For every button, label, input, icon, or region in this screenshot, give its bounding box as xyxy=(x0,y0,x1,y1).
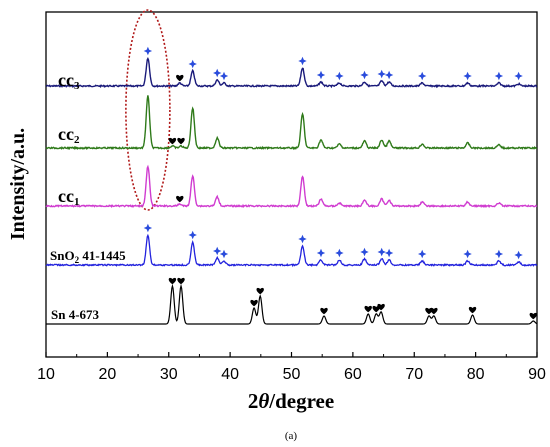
diamond-marker xyxy=(360,247,369,257)
diamond-marker xyxy=(219,249,229,259)
series-line-cc3 xyxy=(45,56,538,89)
heart-marker xyxy=(177,137,185,145)
x-tick-label: 70 xyxy=(405,366,423,383)
series-label-sub: 2 xyxy=(75,255,80,265)
diamond-marker xyxy=(316,70,326,80)
x-tick-label: 80 xyxy=(467,366,485,383)
x-tick-label: 30 xyxy=(160,366,178,383)
series-line-sno2 xyxy=(45,233,538,268)
x-tick-label: 10 xyxy=(37,366,55,383)
series-label-cc1: cc1 xyxy=(58,186,79,208)
heart-marker xyxy=(320,307,328,315)
diamond-marker xyxy=(418,249,427,259)
series-line-cc1 xyxy=(45,164,538,209)
diamond-marker xyxy=(514,71,523,81)
y-axis-title: Intensity/a.u. xyxy=(7,128,29,240)
series-label-main: cc xyxy=(58,70,74,90)
diamond-marker xyxy=(384,248,394,258)
x-tick-label: 90 xyxy=(528,366,546,383)
diamond-marker xyxy=(219,71,229,81)
x-axis-title-prefix: 2 xyxy=(248,389,259,413)
diamond-marker xyxy=(514,250,523,260)
x-tick-label: 40 xyxy=(221,366,239,383)
series-label-sub: 2 xyxy=(74,134,80,146)
diamond-marker xyxy=(494,249,504,259)
heart-marker xyxy=(168,137,177,145)
series-label-main: Sn 4-673 xyxy=(51,307,100,322)
heart-marker xyxy=(176,74,184,82)
diamond-marker xyxy=(188,230,197,240)
diamond-marker xyxy=(335,248,344,258)
x-tick-label: 20 xyxy=(98,366,116,383)
series-label-main: cc xyxy=(58,186,74,206)
x-axis-ticks: 10 20 30 40 50 60 70 80 90 xyxy=(37,352,546,383)
series-label-main: SnO xyxy=(50,248,75,263)
heart-marker xyxy=(430,307,438,315)
series-label-sn: Sn 4-673 xyxy=(51,307,100,322)
diamond-marker xyxy=(213,246,222,256)
diamond-marker xyxy=(377,69,386,79)
highlight-ellipse xyxy=(125,9,171,211)
diamond-marker xyxy=(298,56,307,66)
x-axis-title-suffix: /degree xyxy=(268,389,334,413)
x-axis-title-theta: θ xyxy=(258,389,269,413)
heart-marker xyxy=(250,299,258,307)
diamond-marker xyxy=(463,71,472,81)
series-cc1: cc1 xyxy=(45,164,538,209)
diamond-marker xyxy=(188,59,197,69)
series-label-sub: 1 xyxy=(74,196,80,208)
diamond-marker xyxy=(143,46,153,56)
series-sno2: SnO2 41-1445 xyxy=(45,223,538,268)
series-sn: Sn 4-673 xyxy=(46,277,538,325)
x-tick-label: 50 xyxy=(283,366,301,383)
series-cc3: cc3 xyxy=(45,46,538,92)
x-axis-title: 2θ/degree xyxy=(248,389,334,413)
series-line-sn xyxy=(46,283,538,325)
series-line-cc2 xyxy=(45,95,538,151)
diamond-marker xyxy=(494,71,504,81)
series-label-cc3: cc3 xyxy=(58,70,80,92)
diamond-marker xyxy=(377,247,386,257)
series-label-rest: 41-1445 xyxy=(79,248,126,263)
series-label-main: cc xyxy=(58,124,74,144)
heart-marker xyxy=(256,287,264,295)
heart-marker xyxy=(168,277,177,285)
diamond-marker xyxy=(384,70,394,80)
x-tick-label: 60 xyxy=(344,366,362,383)
series-cc2: cc2 xyxy=(45,95,538,151)
diamond-marker xyxy=(335,71,344,81)
diamond-marker xyxy=(360,70,369,80)
diamond-marker xyxy=(418,71,427,81)
plot-frame xyxy=(45,11,538,358)
heart-marker xyxy=(364,305,372,313)
heart-marker xyxy=(529,312,538,320)
diamond-marker xyxy=(463,249,472,259)
heart-marker xyxy=(468,306,477,314)
diamond-marker xyxy=(298,234,307,244)
heart-marker xyxy=(377,303,385,311)
heart-marker xyxy=(372,305,380,313)
series-label-sno2: SnO2 41-1445 xyxy=(50,248,126,265)
heart-marker xyxy=(176,195,184,203)
diamond-marker xyxy=(143,223,153,233)
series-label-sub: 3 xyxy=(74,80,80,92)
heart-marker xyxy=(177,277,185,285)
figure-caption: (a) xyxy=(285,430,298,442)
series-label-cc2: cc2 xyxy=(58,124,80,146)
diamond-marker xyxy=(316,248,326,258)
diamond-marker xyxy=(213,68,222,78)
